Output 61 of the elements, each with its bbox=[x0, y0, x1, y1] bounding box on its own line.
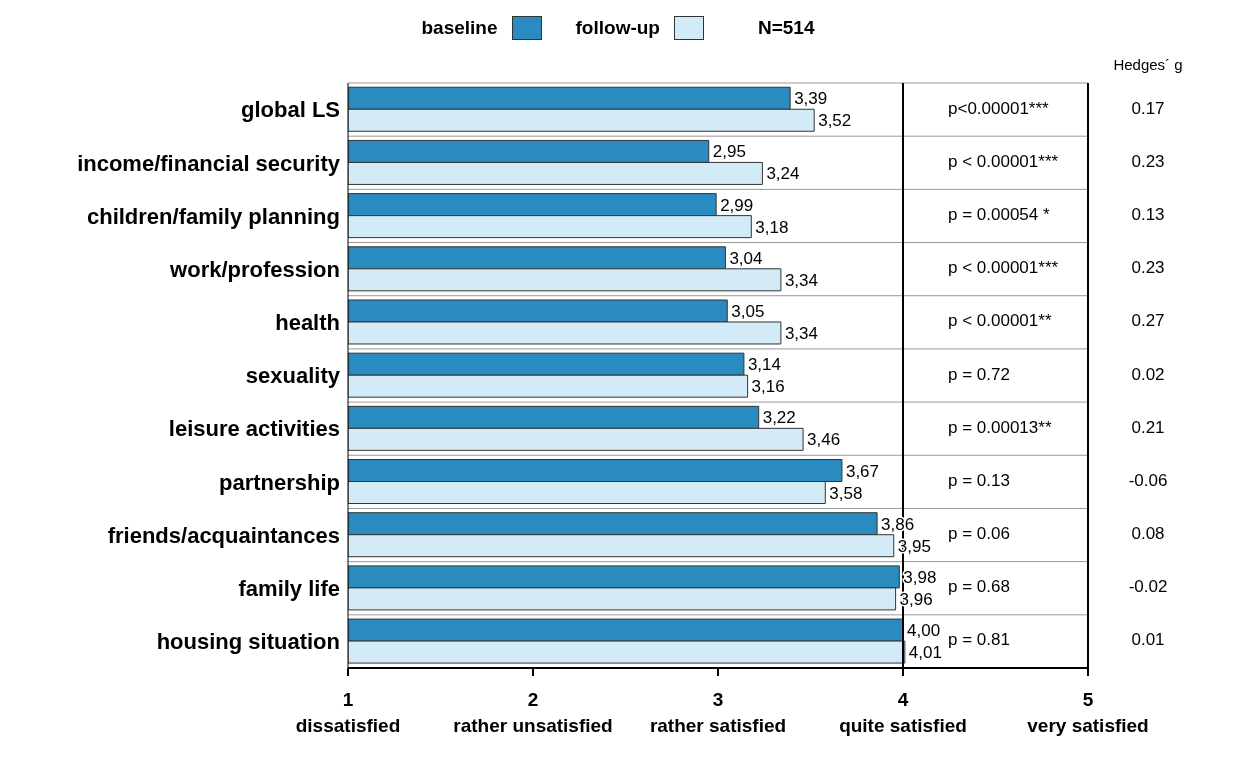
y-tick-label: family life bbox=[238, 576, 340, 602]
annotation: p = 0.81 bbox=[948, 630, 1010, 651]
data-label: 3,58 bbox=[829, 483, 863, 503]
y-tick-label: sexuality bbox=[245, 363, 341, 389]
data-label: 4,01 bbox=[908, 643, 942, 663]
data-label: 2,95 bbox=[712, 142, 746, 162]
x-tick-label: 2 rather unsatisfied bbox=[453, 689, 613, 736]
data-label: 4,00 bbox=[907, 621, 941, 641]
data-label: 3,24 bbox=[766, 164, 800, 184]
annotation: p < 0.00001*** bbox=[948, 151, 1059, 172]
data-label: 3,34 bbox=[784, 323, 818, 343]
annotation: p<0.00001*** bbox=[948, 98, 1049, 119]
data-label: 3,46 bbox=[807, 430, 841, 450]
chart-subtitle: N=514 bbox=[757, 17, 815, 39]
data-label: 3,67 bbox=[845, 461, 880, 481]
annotation: p = 0.00054 * bbox=[948, 204, 1050, 225]
annotation: p = 0.00013** bbox=[948, 417, 1052, 438]
text: 0.21 bbox=[1131, 417, 1165, 438]
y-tick-label: global LS bbox=[241, 97, 340, 123]
text: Hedges´ g bbox=[1113, 56, 1183, 73]
x-tick-label: 5 very satisfied bbox=[1027, 689, 1149, 736]
text: 0.17 bbox=[1131, 98, 1165, 119]
text: 0.01 bbox=[1131, 630, 1165, 651]
text: 0.27 bbox=[1131, 311, 1165, 332]
text: 0.23 bbox=[1131, 151, 1165, 172]
y-tick-label: housing situation bbox=[156, 629, 340, 655]
x-tick-label: 4 quite satisfied bbox=[839, 689, 967, 736]
annotation: p = 0.06 bbox=[948, 524, 1010, 545]
y-tick-label: leisure activities bbox=[168, 416, 340, 442]
legend-label: baseline bbox=[421, 17, 498, 39]
text: 0.13 bbox=[1131, 204, 1165, 225]
text: -0.06 bbox=[1128, 470, 1168, 491]
annotation: p = 0.72 bbox=[948, 364, 1010, 385]
data-label: 3,39 bbox=[794, 89, 828, 109]
text: 0.02 bbox=[1131, 364, 1165, 385]
data-label: 3,52 bbox=[818, 111, 852, 131]
annotation: p = 0.13 bbox=[948, 470, 1010, 491]
y-tick-label: work/profession bbox=[169, 256, 340, 282]
data-label: 3,16 bbox=[751, 377, 785, 397]
data-label: 3,22 bbox=[762, 408, 796, 428]
data-label: 3,18 bbox=[755, 217, 789, 237]
data-label: 3,04 bbox=[729, 248, 763, 268]
text: 0.08 bbox=[1131, 524, 1165, 545]
y-tick-label: partnership bbox=[218, 469, 340, 495]
text: -0.02 bbox=[1128, 577, 1168, 598]
data-label: 3,14 bbox=[747, 355, 781, 375]
x-tick-label: 3 rather satisfied bbox=[649, 689, 787, 736]
legend-label: follow-up bbox=[575, 17, 660, 39]
annotation: p < 0.00001** bbox=[948, 311, 1052, 332]
data-label: 2,99 bbox=[720, 195, 754, 215]
annotation: p < 0.00001*** bbox=[948, 258, 1059, 279]
y-tick-label: children/family planning bbox=[86, 203, 340, 229]
data-label: 3,05 bbox=[731, 301, 765, 321]
data-label: 3,34 bbox=[784, 270, 818, 290]
x-tick-label: 1 dissatisfied bbox=[295, 689, 401, 736]
y-tick-label: friends/acquaintances bbox=[107, 522, 340, 548]
y-tick-label: income/financial security bbox=[77, 150, 341, 176]
text: 0.23 bbox=[1131, 258, 1165, 279]
y-tick-label: health bbox=[275, 310, 340, 336]
annotation: p = 0.68 bbox=[948, 577, 1010, 598]
data-label: 3,98 bbox=[903, 567, 937, 587]
